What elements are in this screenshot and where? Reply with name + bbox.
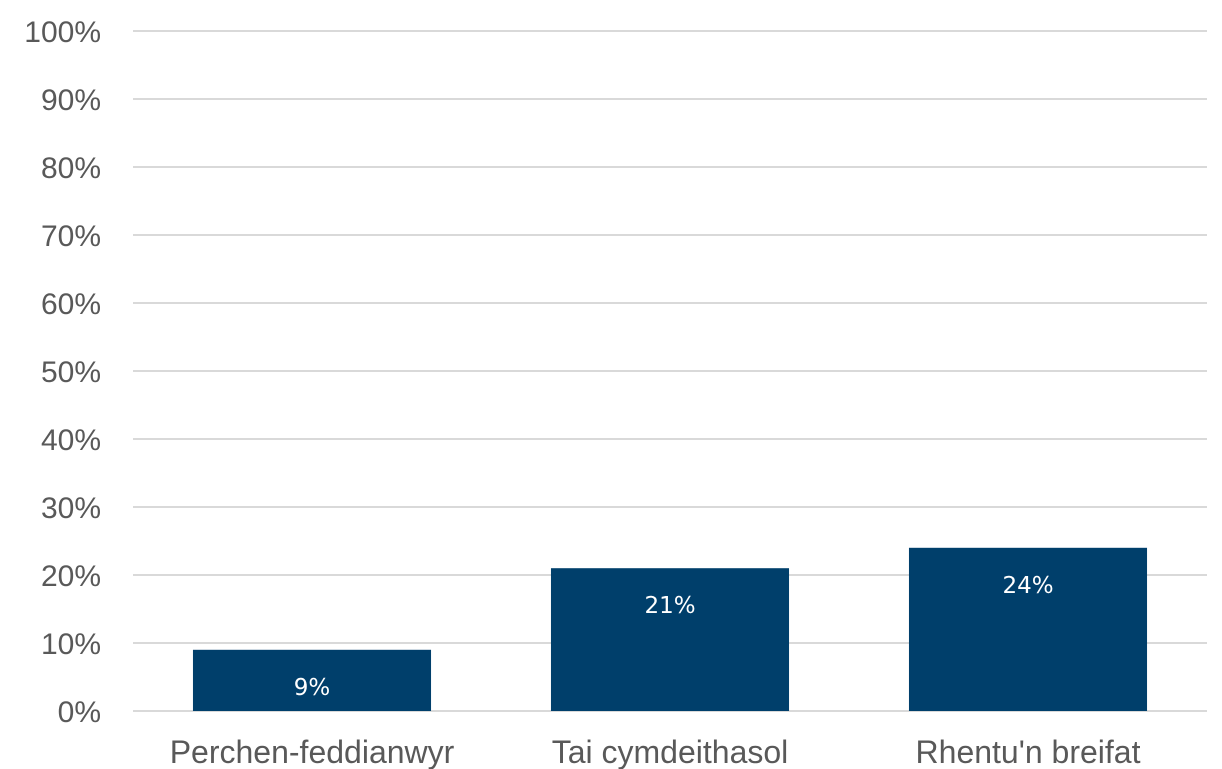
data-label-0: 9% [294,675,331,701]
y-tick-label: 100% [24,16,101,49]
data-label-2: 24% [1002,573,1053,599]
bars [192,547,1148,711]
bar-0 [192,649,432,711]
data-labels: 9% 21% 24% [294,573,1054,701]
x-axis-category-labels: Perchen-feddianwyr Tai cymdeithasol Rhentu… [170,734,1141,769]
y-tick-label: 40% [41,424,101,457]
y-tick-label: 10% [41,628,101,661]
y-tick-label: 90% [41,84,101,117]
y-tick-label: 50% [41,356,101,389]
bar-2 [908,547,1148,711]
gridlines [133,30,1207,712]
category-label-1: Tai cymdeithasol [552,734,789,769]
y-tick-label: 20% [41,560,101,593]
category-label-2: Rhentu'n breifat [916,734,1141,769]
y-tick-label: 30% [41,492,101,525]
y-tick-label: 60% [41,288,101,321]
y-tick-label: 80% [41,152,101,185]
data-label-1: 21% [644,593,695,619]
bar-1 [550,568,790,711]
y-tick-label: 70% [41,220,101,253]
y-axis-tick-labels: 0% 10% 20% 30% 40% 50% 60% 70% 80% 90% 100% [24,16,101,729]
y-tick-label: 0% [58,696,101,729]
category-label-0: Perchen-feddianwyr [170,734,455,769]
